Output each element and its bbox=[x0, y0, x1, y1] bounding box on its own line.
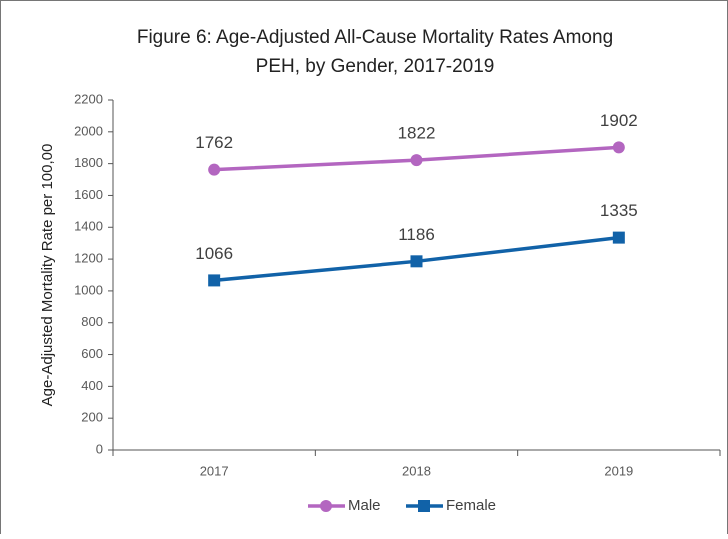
chart-title: Figure 6: Age-Adjusted All-Cause Mortali… bbox=[137, 27, 613, 48]
marker bbox=[410, 154, 423, 167]
y-tick-label: 1200 bbox=[74, 251, 103, 266]
marker bbox=[410, 255, 423, 268]
data-label: 1186 bbox=[398, 225, 435, 244]
y-tick-label: 1600 bbox=[74, 187, 103, 202]
marker bbox=[208, 163, 221, 176]
y-tick-label: 1000 bbox=[74, 282, 103, 297]
marker bbox=[612, 231, 625, 244]
data-label: 1335 bbox=[600, 201, 638, 220]
x-tick-label: 2018 bbox=[402, 463, 431, 478]
x-tick-label: 2017 bbox=[200, 463, 229, 478]
marker bbox=[320, 500, 332, 512]
y-tick-label: 400 bbox=[81, 378, 103, 393]
data-label: 1066 bbox=[195, 244, 233, 263]
legend-label: Male bbox=[348, 497, 381, 514]
y-tick-label: 1400 bbox=[74, 219, 103, 234]
y-tick-label: 1800 bbox=[74, 155, 103, 170]
y-tick-label: 0 bbox=[96, 441, 103, 456]
y-tick-label: 2200 bbox=[74, 91, 103, 106]
y-axis-label: Age-Adjusted Mortality Rate per 100,00 bbox=[39, 144, 56, 407]
data-label: 1822 bbox=[398, 124, 436, 143]
legend-label: Female bbox=[446, 497, 496, 514]
chart-title: PEH, by Gender, 2017-2019 bbox=[256, 56, 495, 77]
y-tick-label: 200 bbox=[81, 410, 103, 425]
marker bbox=[208, 274, 221, 287]
y-tick-label: 800 bbox=[81, 314, 103, 329]
x-tick-label: 2019 bbox=[604, 463, 633, 478]
data-label: 1902 bbox=[600, 111, 638, 130]
y-tick-label: 2000 bbox=[74, 123, 103, 138]
y-tick-label: 600 bbox=[81, 346, 103, 361]
data-label: 1762 bbox=[195, 133, 233, 152]
marker bbox=[418, 500, 430, 512]
marker bbox=[612, 141, 625, 154]
